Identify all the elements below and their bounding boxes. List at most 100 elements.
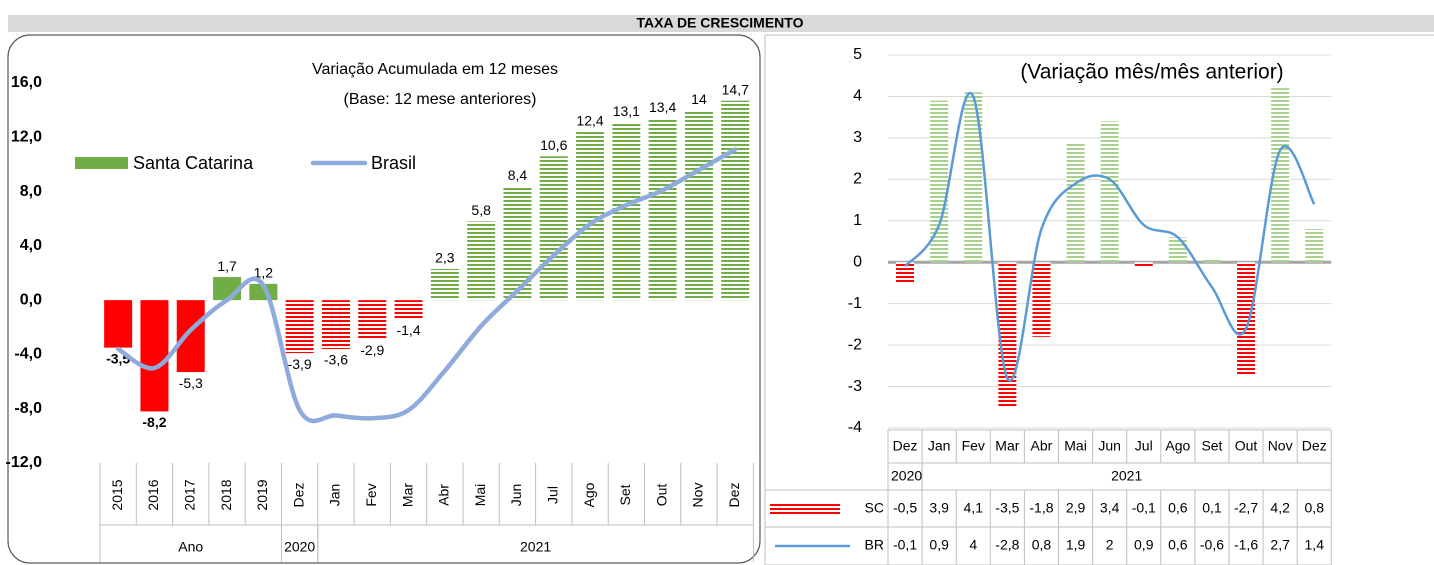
- y-tick-label: 12,0: [11, 129, 42, 146]
- y-tick-label: 0: [853, 253, 862, 270]
- table-value: -1,6: [1234, 537, 1258, 553]
- table-value: 0,6: [1168, 537, 1188, 553]
- left-subtitle: (Base: 12 mese anteriores): [344, 91, 537, 108]
- x-tick-label: Set: [617, 484, 633, 505]
- value-label: -8,2: [142, 414, 166, 430]
- x-tick-label: Dez: [1302, 438, 1327, 454]
- table-value: -0,5: [893, 500, 917, 516]
- group-label: 2020: [891, 468, 922, 484]
- legend-label: Santa Catarina: [133, 153, 254, 173]
- bar: [1100, 121, 1119, 263]
- value-label: 10,6: [540, 137, 567, 153]
- x-tick-label: 2019: [254, 479, 270, 510]
- table-value: -0,1: [893, 537, 917, 553]
- bar: [176, 300, 205, 373]
- table-value: 0,8: [1032, 537, 1052, 553]
- bar: [1237, 262, 1256, 375]
- value-label: -3,9: [288, 356, 312, 372]
- y-tick-label: 3: [853, 129, 862, 146]
- left-frame: [7, 34, 761, 564]
- bar: [1202, 258, 1221, 263]
- legend-key: [75, 157, 128, 169]
- x-tick-label: Mai: [1064, 438, 1087, 454]
- value-label: -5,3: [179, 375, 203, 391]
- table-value: 1,4: [1305, 537, 1325, 553]
- x-tick-label: Ago: [1165, 438, 1190, 454]
- x-tick-label: Jun: [508, 484, 524, 507]
- y-tick-label: 4: [853, 88, 862, 105]
- table-value: 1,9: [1066, 537, 1086, 553]
- table-value: 2,9: [1066, 500, 1086, 516]
- bar: [648, 118, 677, 301]
- x-tick-label: Nov: [1268, 438, 1293, 454]
- value-label: 8,4: [508, 167, 528, 183]
- table-value: 0,1: [1202, 500, 1222, 516]
- x-tick-label: Jan: [327, 484, 343, 507]
- table-value: -0,1: [1132, 500, 1156, 516]
- table-value: -2,8: [995, 537, 1019, 553]
- header-band: [8, 15, 1434, 32]
- bar: [998, 262, 1017, 408]
- line: [115, 147, 738, 424]
- x-tick-label: Jan: [928, 438, 951, 454]
- x-tick-label: Dez: [290, 483, 306, 508]
- group-label: Ano: [178, 539, 203, 555]
- x-tick-label: Out: [1235, 438, 1258, 454]
- bar: [539, 156, 568, 301]
- bar: [1134, 262, 1153, 267]
- value-label: 14,7: [722, 81, 749, 97]
- bar: [1032, 262, 1051, 337]
- value-label: 2,3: [435, 250, 455, 266]
- left-title: Variação Acumulada em 12 meses: [312, 61, 558, 78]
- x-tick-label: Jul: [544, 486, 560, 504]
- table-value: 2,7: [1270, 537, 1290, 553]
- y-tick-label: -8,0: [14, 400, 42, 417]
- bar: [684, 110, 713, 301]
- bar: [285, 300, 314, 354]
- table-value: -2,7: [1234, 500, 1258, 516]
- table-value: -0,6: [1200, 537, 1224, 553]
- bar: [467, 221, 496, 301]
- bar: [721, 100, 750, 301]
- table-value: 4,1: [964, 500, 984, 516]
- value-label: 5,8: [471, 202, 491, 218]
- value-label: 13,4: [649, 99, 676, 115]
- x-tick-label: Dez: [726, 483, 742, 508]
- table-value: -3,5: [995, 500, 1019, 516]
- bar: [430, 268, 459, 301]
- table-value: 0,9: [929, 537, 949, 553]
- value-label: -3,6: [324, 352, 348, 368]
- header-title: TAXA DE CRESCIMENTO: [637, 15, 804, 31]
- table-value: 0,6: [1168, 500, 1188, 516]
- bar: [394, 300, 423, 320]
- table-value: 4,2: [1270, 500, 1290, 516]
- x-tick-label: Mar: [995, 438, 1019, 454]
- group-label: 2021: [520, 539, 551, 555]
- group-label: 2021: [1111, 468, 1142, 484]
- value-label: 1,7: [217, 258, 237, 274]
- bar: [1066, 142, 1085, 263]
- value-label: -1,4: [396, 322, 420, 338]
- bar: [964, 92, 983, 263]
- bar: [930, 100, 949, 263]
- y-tick-label: 0,0: [20, 291, 42, 308]
- x-tick-label: Abr: [436, 484, 452, 506]
- value-label: 12,4: [576, 113, 603, 129]
- bar: [1305, 229, 1324, 263]
- right-title: (Variação mês/mês anterior): [1020, 61, 1283, 84]
- y-tick-label: -3: [848, 378, 862, 395]
- table-value: -1,8: [1029, 500, 1053, 516]
- x-tick-label: Nov: [690, 483, 706, 508]
- bar: [896, 262, 915, 283]
- y-tick-label: 5: [853, 46, 862, 63]
- table-value: 0,9: [1134, 537, 1154, 553]
- legend-key: [770, 504, 840, 514]
- x-tick-label: Fev: [363, 483, 379, 506]
- y-tick-label: 16,0: [11, 74, 42, 91]
- table-value: 3,4: [1100, 500, 1120, 516]
- x-tick-label: Dez: [893, 438, 918, 454]
- y-tick-label: -12,0: [6, 454, 43, 471]
- value-label: 1,2: [254, 265, 274, 281]
- y-tick-label: 8,0: [20, 183, 42, 200]
